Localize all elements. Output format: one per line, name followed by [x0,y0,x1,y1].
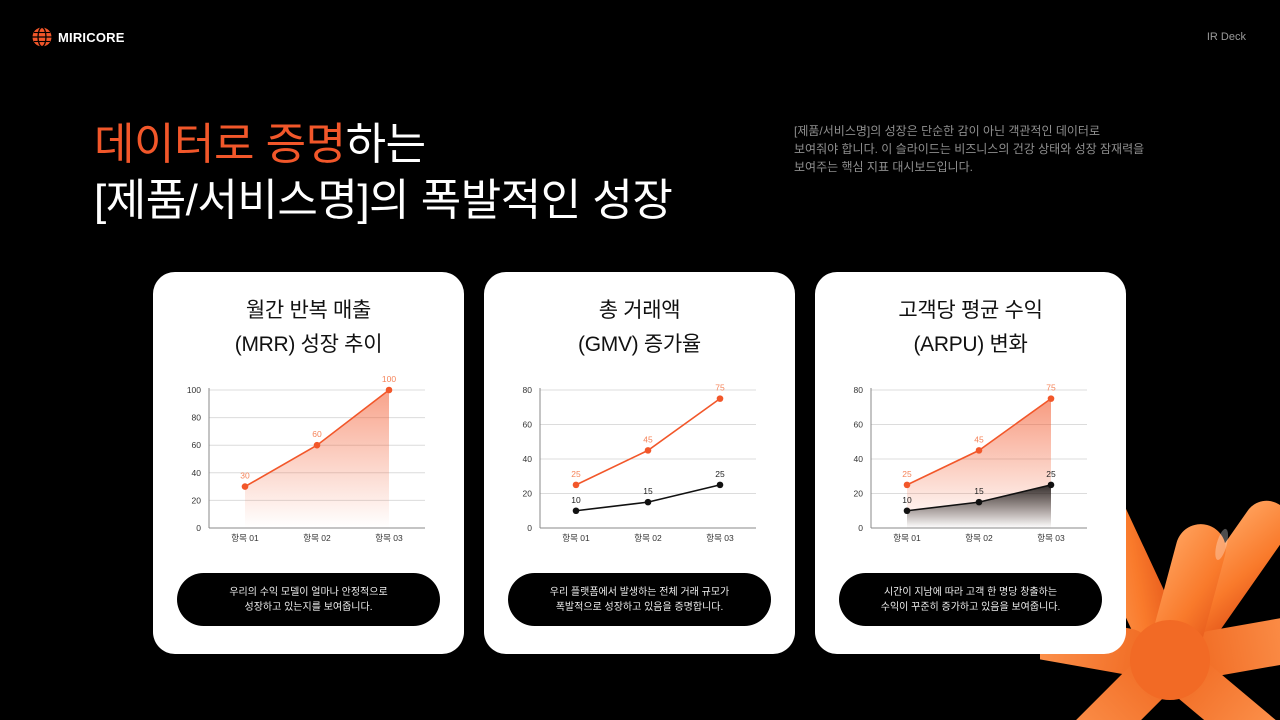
brand-logo[interactable]: MIRICORE [32,27,125,47]
metric-card-arpu: 고객당 평균 수익 (ARPU) 변화 0 20 40 60 80 항목 01 항목 02 항… [815,272,1126,654]
data-label: 25 [1046,469,1056,479]
data-point [716,395,724,402]
y-tick-label: 0 [527,523,532,533]
card-title-line: (MRR) 성장 추이 [234,333,383,356]
data-point [716,481,724,489]
orange-3d-decoration [1040,485,1280,720]
intro-line: 보여주는 핵심 지표 대시보드입니다. [794,160,973,174]
x-tick-label: 항목 01 [562,533,590,543]
y-tick-label: 0 [196,523,201,533]
data-label: 10 [902,495,912,505]
data-label: 45 [643,434,653,444]
desc-line: 수익이 꾸준히 증가하고 있음을 보여줍니다. [880,601,1061,613]
data-point [241,483,249,490]
data-point [903,507,911,515]
data-point [1047,395,1055,402]
data-point [644,498,652,506]
card-title-line: (ARPU) 변화 [913,333,1028,356]
data-label: 30 [240,471,250,481]
y-tick-label: 40 [192,468,202,478]
metric-card-gmv: 총 거래액 (GMV) 증가율 0 20 40 60 80 항목 01 항목 02 항목 03… [484,272,795,654]
data-point [572,481,580,489]
intro-paragraph: [제품/서비스명]의 성장은 단순한 감이 아닌 객관적인 데이터로 보여줘야 … [794,122,1194,176]
card-title: 고객당 평균 수익 (ARPU) 변화 [815,294,1126,362]
data-label: 15 [974,486,984,496]
desc-line: 성장하고 있는지를 보여줍니다. [244,601,373,613]
intro-line: 보여줘야 합니다. 이 슬라이드는 비즈니스의 건강 상태와 성장 잠재력을 [794,142,1145,156]
brand-name: MIRICORE [58,29,125,45]
data-label: 10 [571,495,581,505]
data-label: 75 [715,383,725,393]
x-tick-label: 항목 03 [375,533,403,543]
x-tick-label: 항목 02 [965,533,993,543]
y-tick-label: 20 [854,489,864,499]
data-point [975,498,983,506]
card-title: 총 거래액 (GMV) 증가율 [484,294,795,362]
metric-card-mrr: 월간 반복 매출 (MRR) 성장 추이 0 20 40 60 80 100 항목 01 항목… [153,272,464,654]
data-point [572,507,580,515]
data-label: 25 [571,469,581,479]
data-label: 45 [974,434,984,444]
deck-label: IR Deck [1206,31,1246,43]
desc-line: 우리 플랫폼에서 발생하는 전체 거래 규모가 [549,586,730,598]
desc-line: 폭발적으로 성장하고 있음을 증명합니다. [555,601,724,613]
card-description: 우리 플랫폼에서 발생하는 전체 거래 규모가 폭발적으로 성장하고 있음을 증… [508,573,771,626]
x-tick-label: 항목 02 [303,533,331,543]
intro-line: [제품/서비스명]의 성장은 단순한 감이 아닌 객관적인 데이터로 [794,124,1101,138]
card-description: 시간이 지남에 따라 고객 한 명당 창출하는 수익이 꾸준히 증가하고 있음을… [839,573,1102,626]
title-accent: 데이터로 증명 [94,120,346,169]
data-label: 75 [1046,383,1056,393]
data-label: 25 [715,469,725,479]
y-tick-label: 80 [854,385,864,395]
card-title-line: 고객당 평균 수익 [898,299,1043,322]
y-tick-label: 40 [854,454,864,464]
y-tick-label: 40 [523,454,533,464]
data-label: 100 [382,374,396,384]
data-point [1047,481,1055,489]
mrr-area-chart: 0 20 40 60 80 100 항목 01 항목 02 항목 03 30 60 100 [187,374,425,543]
data-point [385,386,393,394]
gmv-line-chart: 0 20 40 60 80 항목 01 항목 02 항목 03 25 45 75 10 15 25 [523,383,756,543]
data-label: 60 [312,429,322,439]
card-title: 월간 반복 매출 (MRR) 성장 추이 [153,294,464,362]
data-label: 25 [902,469,912,479]
data-point [313,441,321,449]
y-tick-label: 100 [187,385,201,395]
y-tick-label: 80 [192,413,202,423]
y-tick-label: 60 [192,440,202,450]
y-tick-label: 80 [523,385,533,395]
data-point [903,481,911,489]
data-label: 15 [643,486,653,496]
x-tick-label: 항목 02 [634,533,662,543]
x-tick-label: 항목 01 [893,533,921,543]
y-tick-label: 60 [854,420,864,430]
title-line1-rest: 하는 [345,120,426,169]
y-tick-label: 20 [192,495,202,505]
page-title: 데이터로 증명하는 [제품/서비스명]의 폭발적인 성장 [94,117,673,229]
card-title-line: 월간 반복 매출 [245,299,372,322]
desc-line: 우리의 수익 모델이 얼마나 안정적으로 [229,586,388,598]
x-tick-label: 항목 03 [1037,533,1065,543]
data-point [644,447,652,454]
globe-logo-icon [32,27,52,47]
card-description: 우리의 수익 모델이 얼마나 안정적으로 성장하고 있는지를 보여줍니다. [177,573,440,626]
title-line2: [제품/서비스명]의 폭발적인 성장 [94,176,673,225]
desc-line: 시간이 지남에 따라 고객 한 명당 창출하는 [883,586,1058,598]
card-title-line: (GMV) 증가율 [578,333,701,356]
y-tick-label: 0 [858,523,863,533]
card-title-line: 총 거래액 [598,299,681,322]
y-tick-label: 60 [523,420,533,430]
arpu-area-chart: 0 20 40 60 80 항목 01 항목 02 항목 03 25 45 75 10 15 25 [854,383,1087,543]
x-tick-label: 항목 01 [231,533,259,543]
data-point [975,447,983,454]
x-tick-label: 항목 03 [706,533,734,543]
y-tick-label: 20 [523,489,533,499]
